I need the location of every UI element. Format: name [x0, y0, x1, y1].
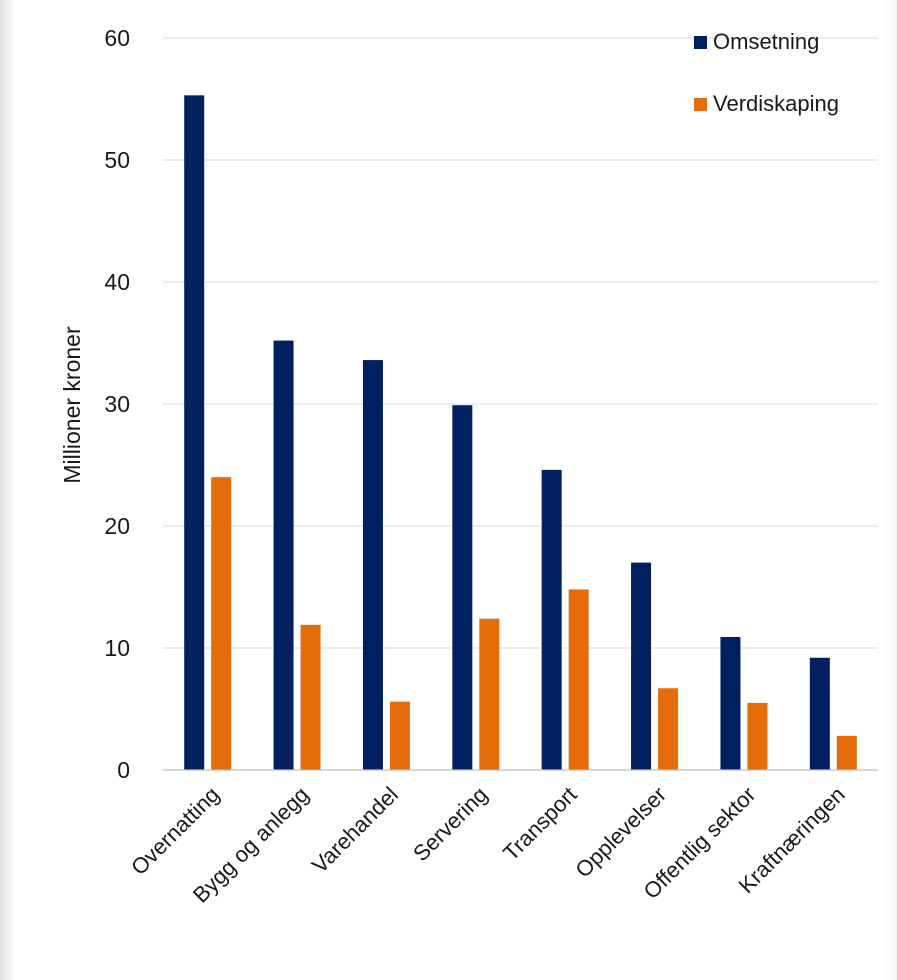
bar-verdiskaping	[389, 701, 410, 770]
x-tick-label: Varehandel	[307, 782, 403, 878]
legend-label-verdiskaping: Verdiskaping	[713, 91, 839, 116]
gridlines	[163, 37, 878, 649]
bar-verdiskaping	[211, 477, 232, 770]
bar-omsetning	[362, 360, 383, 770]
y-tick-label: 0	[117, 757, 130, 783]
bar-verdiskaping	[836, 735, 857, 770]
legend-label-omsetning: Omsetning	[713, 29, 819, 54]
bar-omsetning	[809, 657, 830, 770]
y-tick-label: 30	[104, 391, 130, 417]
bar-verdiskaping	[300, 624, 321, 770]
bar-verdiskaping	[479, 618, 500, 770]
bars	[184, 95, 857, 771]
y-tick-label: 20	[104, 513, 130, 539]
bar-verdiskaping	[747, 702, 768, 770]
y-tick-label: 40	[104, 269, 130, 295]
x-tick-label: Overnatting	[126, 782, 224, 880]
legend: Omsetning Verdiskaping	[694, 29, 839, 116]
y-axis-ticks: 0 10 20 30 40 50 60	[104, 25, 130, 783]
x-tick-label: Transport	[498, 782, 582, 866]
bar-omsetning	[452, 405, 473, 770]
bar-omsetning	[184, 95, 205, 771]
bar-omsetning	[273, 340, 294, 770]
y-axis-title: Millioner kroner	[59, 326, 85, 484]
bar-omsetning	[720, 637, 741, 770]
x-tick-label: Servering	[408, 782, 492, 866]
y-tick-label: 60	[104, 25, 130, 51]
legend-swatch-verdiskaping	[694, 98, 707, 111]
bar-verdiskaping	[658, 688, 679, 770]
bar-omsetning	[541, 469, 562, 770]
y-tick-label: 50	[104, 147, 130, 173]
legend-swatch-omsetning	[694, 36, 707, 49]
bar-verdiskaping	[568, 589, 589, 770]
y-tick-label: 10	[104, 635, 130, 661]
bar-omsetning	[631, 562, 652, 770]
